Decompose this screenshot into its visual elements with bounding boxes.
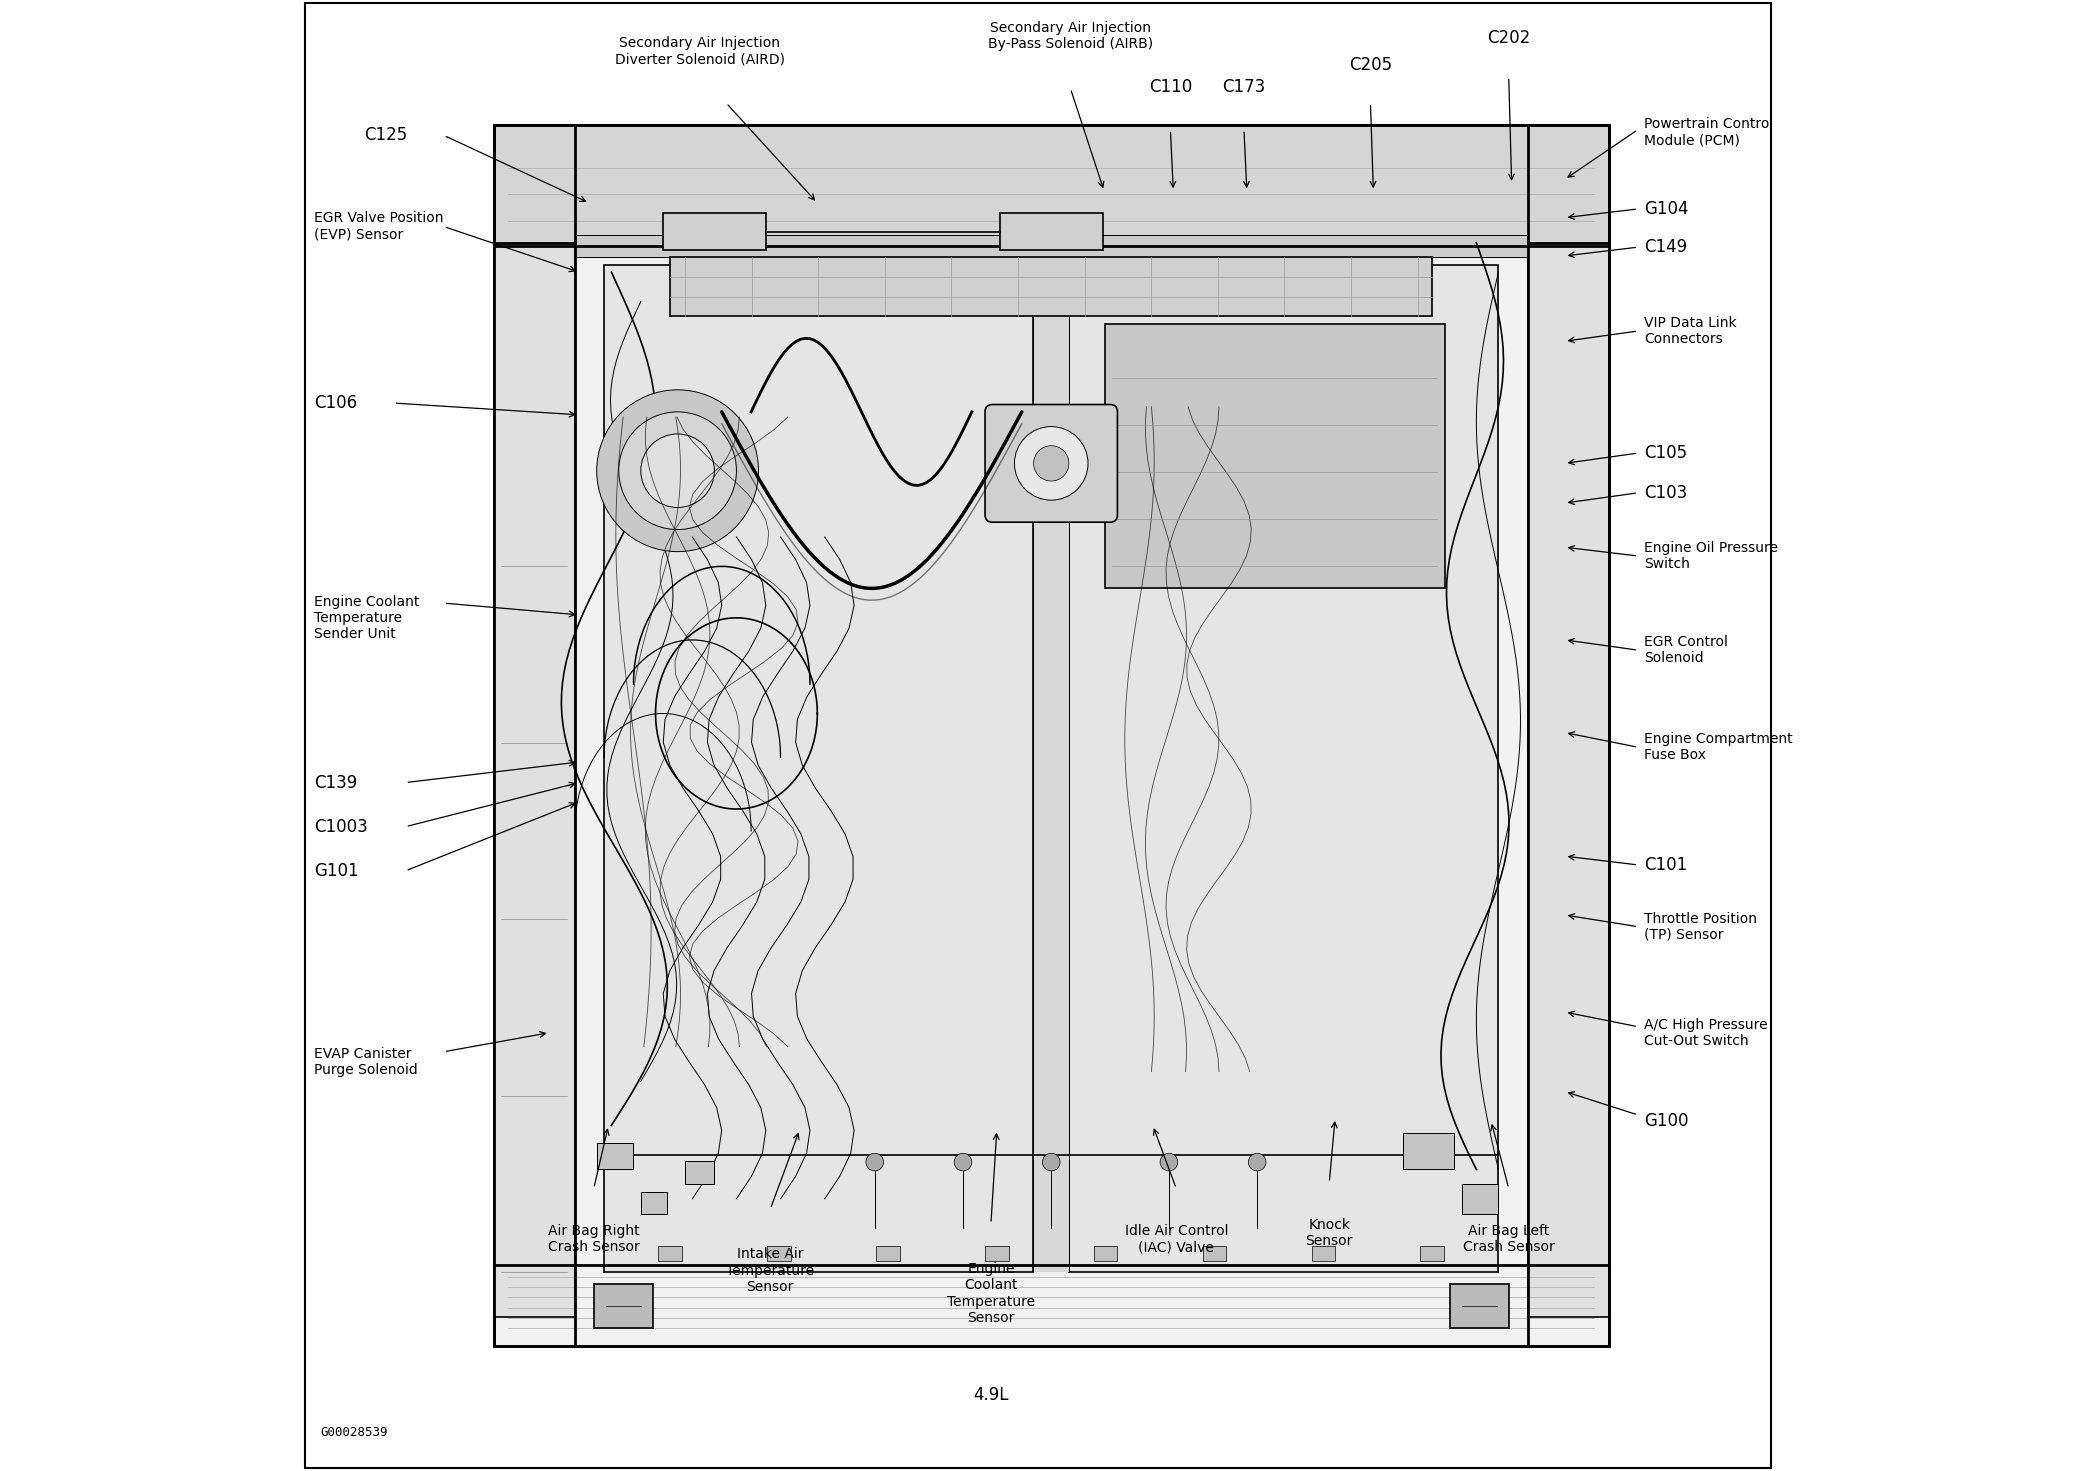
Bar — [1528, 125, 1609, 1317]
Text: Idle Air Control
(IAC) Valve: Idle Air Control (IAC) Valve — [1125, 1224, 1229, 1255]
Bar — [596, 1143, 633, 1169]
Circle shape — [641, 434, 714, 507]
Bar — [641, 1192, 666, 1214]
Text: C205: C205 — [1349, 56, 1393, 74]
Bar — [1462, 1184, 1499, 1214]
Bar — [768, 1246, 791, 1261]
Text: VIP Data Link
Connectors: VIP Data Link Connectors — [1644, 316, 1738, 346]
Text: C106: C106 — [313, 394, 357, 412]
Text: C202: C202 — [1486, 29, 1530, 47]
Text: Powertrain Control
Module (PCM): Powertrain Control Module (PCM) — [1644, 118, 1773, 147]
Bar — [984, 1246, 1009, 1261]
Text: C105: C105 — [1644, 444, 1688, 462]
Text: EGR Control
Solenoid: EGR Control Solenoid — [1644, 635, 1727, 665]
Circle shape — [1015, 427, 1088, 500]
Circle shape — [1248, 1153, 1266, 1171]
Bar — [662, 213, 766, 250]
Text: C101: C101 — [1644, 856, 1688, 874]
Text: Engine Oil Pressure
Switch: Engine Oil Pressure Switch — [1644, 541, 1777, 571]
Text: G100: G100 — [1644, 1112, 1688, 1130]
Bar — [1449, 1284, 1509, 1328]
Text: EVAP Canister
Purge Solenoid: EVAP Canister Purge Solenoid — [313, 1047, 417, 1077]
Text: C139: C139 — [313, 774, 357, 791]
Bar — [1202, 1246, 1227, 1261]
Text: Secondary Air Injection
Diverter Solenoid (AIRD): Secondary Air Injection Diverter Solenoi… — [614, 35, 785, 66]
Bar — [604, 265, 1034, 1272]
Text: C110: C110 — [1148, 78, 1192, 96]
Bar — [658, 1246, 683, 1261]
Text: Air Bag Left
Crash Sensor: Air Bag Left Crash Sensor — [1464, 1224, 1555, 1255]
Bar — [1094, 1246, 1117, 1261]
Circle shape — [1160, 1153, 1177, 1171]
Bar — [685, 1161, 714, 1184]
Text: Engine Compartment
Fuse Box: Engine Compartment Fuse Box — [1644, 733, 1794, 762]
Text: A/C High Pressure
Cut-Out Switch: A/C High Pressure Cut-Out Switch — [1644, 1018, 1767, 1047]
Text: 4.9L: 4.9L — [974, 1386, 1009, 1403]
Bar — [876, 1246, 899, 1261]
Text: Secondary Air Injection
By-Pass Solenoid (AIRB): Secondary Air Injection By-Pass Solenoid… — [988, 21, 1152, 51]
Text: EGR Valve Position
(EVP) Sensor: EGR Valve Position (EVP) Sensor — [313, 212, 444, 241]
Text: Engine
Coolant
Temperature
Sensor: Engine Coolant Temperature Sensor — [947, 1262, 1036, 1325]
Circle shape — [1042, 1153, 1061, 1171]
Bar — [575, 235, 1528, 257]
Text: C1003: C1003 — [313, 818, 367, 836]
Bar — [1034, 265, 1069, 1272]
Text: Knock
Sensor: Knock Sensor — [1306, 1218, 1354, 1249]
Text: C173: C173 — [1223, 78, 1266, 96]
Bar — [594, 1284, 652, 1328]
Circle shape — [1034, 446, 1069, 481]
Text: G101: G101 — [313, 862, 359, 880]
Bar — [671, 257, 1432, 316]
Bar — [1312, 1246, 1335, 1261]
Text: C125: C125 — [363, 127, 407, 144]
Circle shape — [596, 390, 758, 552]
Text: C149: C149 — [1644, 238, 1688, 256]
Text: Throttle Position
(TP) Sensor: Throttle Position (TP) Sensor — [1644, 912, 1756, 941]
Circle shape — [619, 412, 737, 530]
Bar — [494, 125, 575, 1317]
Text: Intake Air
Temperature
Sensor: Intake Air Temperature Sensor — [727, 1247, 814, 1294]
Bar — [1069, 265, 1499, 1272]
Text: Air Bag Right
Crash Sensor: Air Bag Right Crash Sensor — [548, 1224, 639, 1255]
FancyBboxPatch shape — [984, 405, 1117, 522]
Text: Engine Coolant
Temperature
Sender Unit: Engine Coolant Temperature Sender Unit — [313, 594, 419, 641]
Bar — [1403, 1133, 1455, 1169]
Bar — [494, 125, 1609, 1346]
Text: G104: G104 — [1644, 200, 1688, 218]
Circle shape — [866, 1153, 884, 1171]
Circle shape — [955, 1153, 972, 1171]
Text: G00028539: G00028539 — [320, 1425, 388, 1439]
Text: C103: C103 — [1644, 484, 1688, 502]
Bar — [494, 125, 1609, 243]
Bar — [1104, 324, 1445, 588]
Bar — [1001, 213, 1102, 250]
Bar — [1420, 1246, 1445, 1261]
